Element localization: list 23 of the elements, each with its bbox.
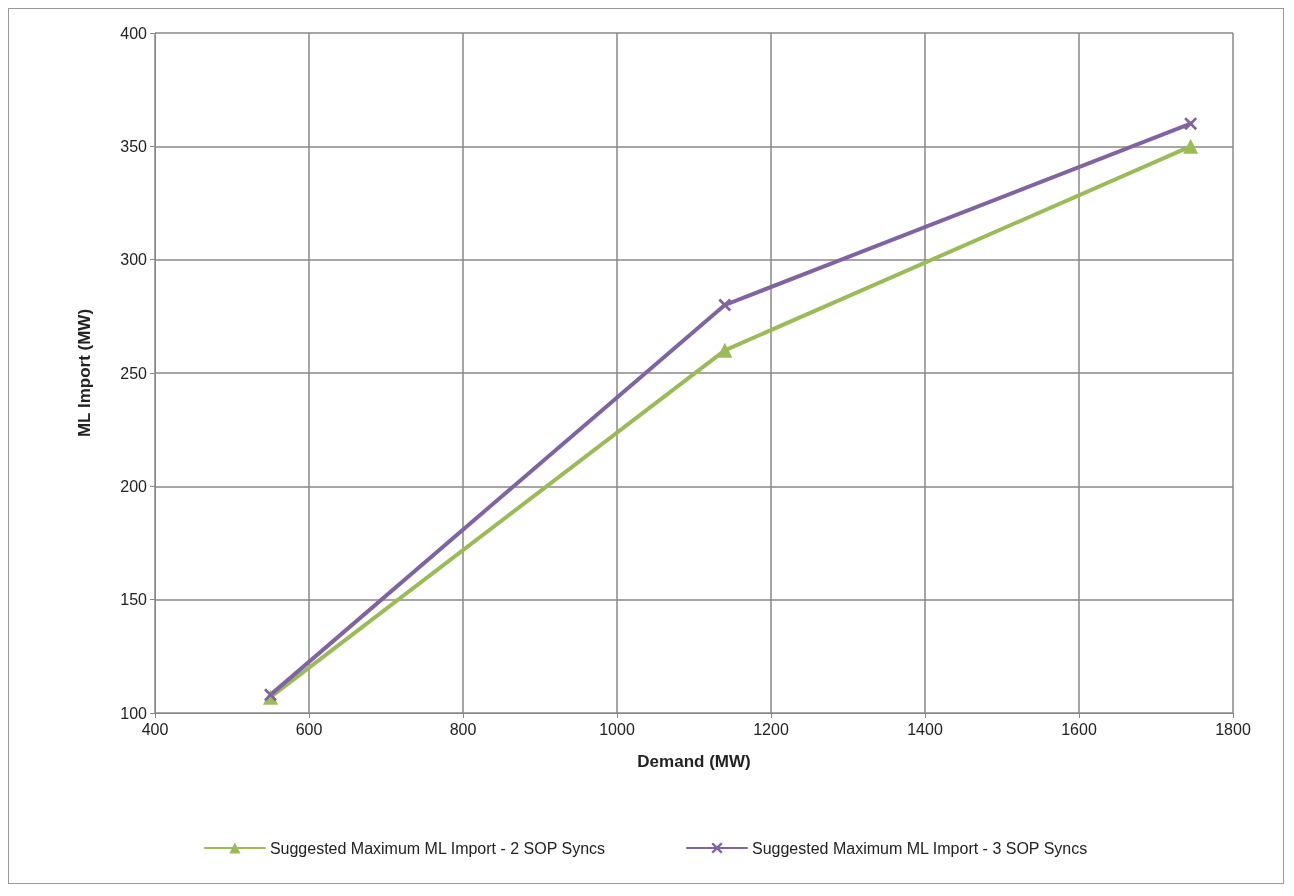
y-tick-label: 350 — [120, 137, 148, 155]
legend-label: Suggested Maximum ML Import - 3 SOP Syncs — [752, 839, 1088, 857]
y-axis-title: ML Import (MW) — [75, 308, 94, 438]
x-axis-title: Demand (MW) — [637, 752, 751, 771]
legend-label: Suggested Maximum ML Import - 2 SOP Syncs — [269, 839, 606, 857]
y-tick-label: 100 — [120, 704, 148, 722]
point — [1184, 117, 1198, 131]
x-tick-label: 1400 — [907, 720, 943, 738]
x-tick-label: 800 — [449, 720, 477, 738]
y-tick-label: 300 — [120, 251, 148, 269]
y-tick-label: 400 — [120, 24, 148, 42]
y-tick-label: 200 — [120, 477, 148, 495]
x-tick-label: 400 — [141, 720, 169, 738]
x-tick-label: 1600 — [1061, 720, 1097, 738]
x-tick-label: 1800 — [1215, 720, 1251, 738]
point — [717, 342, 733, 358]
y-tick-label: 150 — [120, 591, 148, 609]
y-tick-label: 250 — [120, 364, 148, 382]
point — [718, 298, 732, 312]
x-tick-label: 1200 — [753, 720, 789, 738]
point — [1183, 138, 1199, 154]
x-tick-label: 600 — [295, 720, 323, 738]
x-tick-label: 1000 — [599, 720, 635, 738]
